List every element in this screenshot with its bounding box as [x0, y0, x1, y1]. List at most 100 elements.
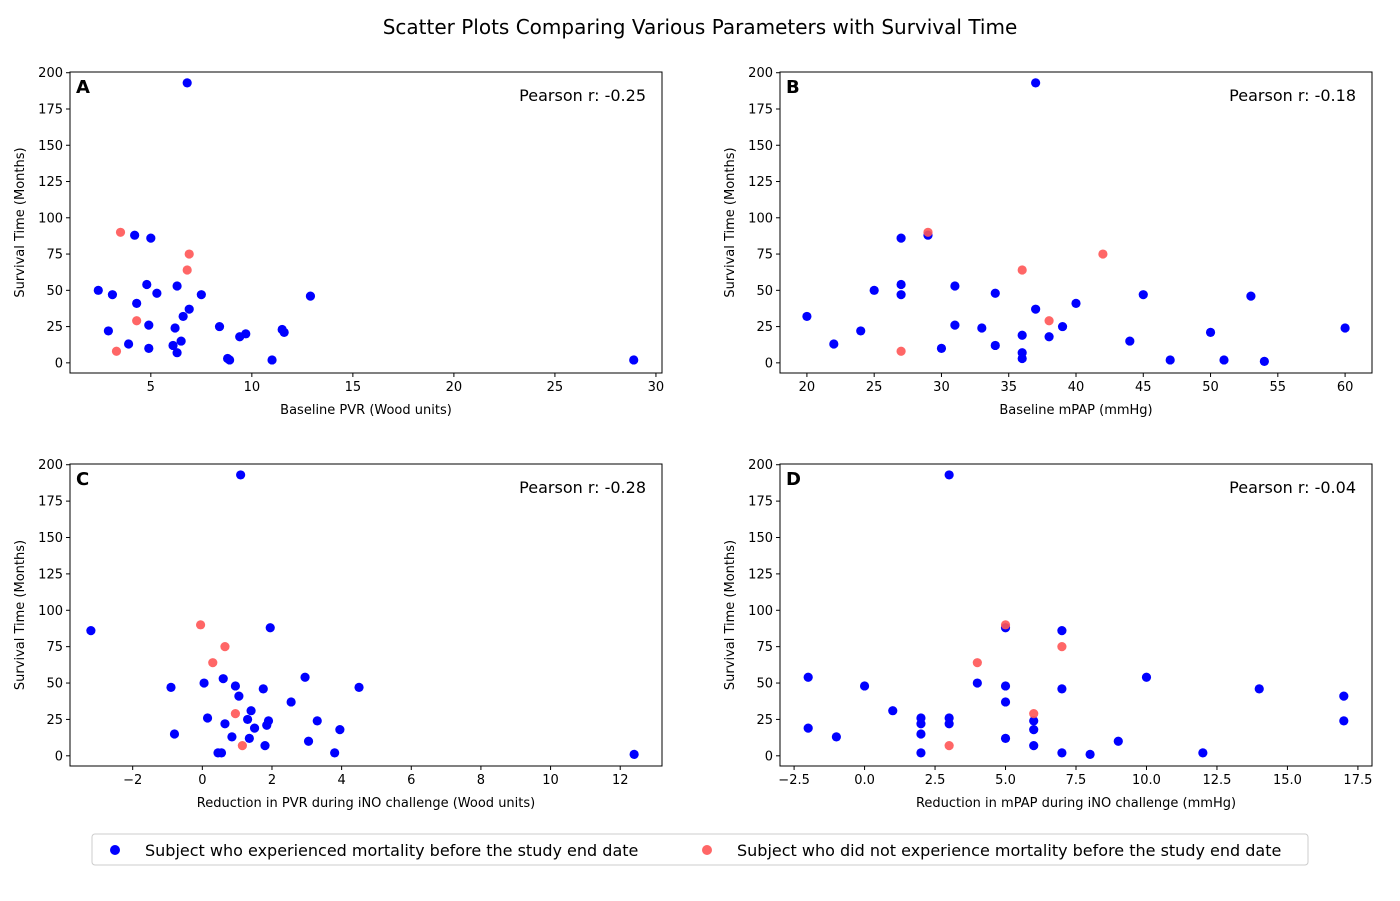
y-tick-label: 200	[748, 458, 773, 473]
data-point	[330, 748, 340, 758]
data-point	[1057, 748, 1067, 758]
x-tick-label: −2	[123, 773, 142, 788]
data-point	[1044, 332, 1054, 342]
panel-c: −2 0 2 4 6 8 10 12 0 25 50 75 100 125 150 175 200 Reducti…	[13, 458, 663, 811]
data-point	[132, 298, 142, 308]
x-tick-label: −2.5	[778, 773, 810, 788]
data-point	[1138, 290, 1148, 300]
y-tick-label: 100	[38, 211, 63, 226]
x-axis-label: Reduction in PVR during iNO challenge (W…	[197, 796, 535, 811]
y-tick-label: 125	[748, 175, 773, 190]
x-tick-label: 15.0	[1273, 773, 1302, 788]
y-tick-label: 100	[38, 604, 63, 619]
y-tick-label: 150	[38, 531, 63, 546]
legend: Subject who experienced mortality before…	[91, 833, 1309, 866]
y-tick-label: 25	[46, 713, 63, 728]
data-point	[869, 285, 879, 295]
pearson-annotation: Pearson r: -0.04	[1229, 478, 1356, 497]
data-point	[142, 279, 152, 290]
data-point	[196, 290, 206, 300]
legend-marker-mortality	[110, 845, 120, 855]
data-point	[1259, 356, 1269, 366]
data-point	[230, 709, 241, 719]
data-point	[146, 233, 156, 243]
panel-letter: C	[76, 469, 89, 490]
data-point	[300, 672, 310, 682]
y-tick-label: 125	[38, 175, 63, 190]
panel-letter: A	[76, 77, 90, 98]
data-point	[178, 311, 188, 322]
y-tick-label: 75	[46, 640, 63, 655]
data-point	[856, 326, 866, 336]
y-tick-label: 25	[46, 320, 63, 335]
data-point	[220, 642, 230, 652]
data-point	[936, 343, 947, 353]
data-point	[1205, 327, 1216, 337]
data-point	[262, 720, 272, 730]
data-point	[896, 290, 906, 300]
data-point	[859, 681, 870, 691]
data-point	[802, 311, 812, 322]
data-point	[1000, 697, 1011, 707]
x-tick-label: 25	[547, 380, 564, 395]
data-point	[152, 288, 162, 298]
data-point	[243, 714, 253, 725]
data-point	[230, 681, 241, 691]
y-tick-label: 50	[46, 284, 63, 299]
series-mortality	[803, 470, 1349, 759]
data-point	[227, 732, 237, 742]
data-point	[216, 748, 227, 758]
series-no-mortality	[944, 620, 1067, 751]
data-point	[184, 249, 194, 259]
x-tick-label: 5	[147, 380, 155, 395]
data-point	[184, 304, 194, 314]
data-point	[199, 678, 209, 688]
panels: 5 10 15 20 25 300255075100125150175200Baselin…	[13, 66, 1373, 811]
data-point	[888, 706, 898, 716]
data-point	[803, 723, 813, 733]
series-mortality	[802, 78, 1350, 366]
data-point	[182, 265, 192, 275]
data-point	[303, 736, 314, 746]
y-tick-label: 150	[748, 531, 773, 546]
plot-area-c	[69, 463, 663, 767]
x-tick-label: 15	[345, 380, 362, 395]
legend-label-mortality: Subject who experienced mortality before…	[145, 841, 638, 860]
legend-label-no-mortality: Subject who did not experience mortality…	[737, 841, 1281, 860]
panel-b: 20 25 30 35 40 45 50 55 60 0 25 50 75 100 125 150 175 200…	[723, 66, 1373, 418]
data-point	[1029, 741, 1039, 751]
data-point	[1029, 716, 1039, 726]
data-point	[1339, 691, 1349, 701]
data-point	[944, 470, 954, 480]
data-point	[1219, 355, 1229, 365]
data-point	[1017, 353, 1027, 364]
data-point	[130, 230, 140, 240]
data-point	[176, 336, 186, 346]
data-point	[115, 227, 126, 237]
x-tick-label: 17.5	[1343, 773, 1372, 788]
y-tick-label: 175	[38, 102, 63, 117]
panel-letter: D	[786, 469, 801, 490]
data-point	[950, 281, 960, 291]
x-tick-label: 55	[1270, 380, 1287, 395]
y-tick-label: 50	[756, 677, 773, 692]
y-tick-label: 75	[756, 640, 773, 655]
pearson-annotation: Pearson r: -0.25	[519, 86, 646, 105]
y-tick-label: 75	[756, 248, 773, 263]
data-point	[896, 233, 906, 243]
data-point	[944, 719, 954, 729]
data-point	[916, 748, 926, 758]
data-point	[629, 355, 639, 365]
y-tick-label: 25	[756, 320, 773, 335]
data-point	[1125, 336, 1135, 346]
data-point	[1044, 316, 1054, 326]
y-tick-label: 200	[38, 458, 63, 473]
data-point	[123, 339, 134, 349]
data-point	[86, 626, 96, 636]
data-point	[990, 288, 1000, 298]
panel-d: −2.5 0.0 2.5 5.0 7.5 10.0 12.5 15.0 17.5 0 25 50 75 1…	[723, 458, 1373, 811]
data-point	[249, 723, 260, 733]
data-point	[258, 684, 268, 694]
data-point	[972, 678, 982, 688]
data-point	[234, 691, 244, 701]
